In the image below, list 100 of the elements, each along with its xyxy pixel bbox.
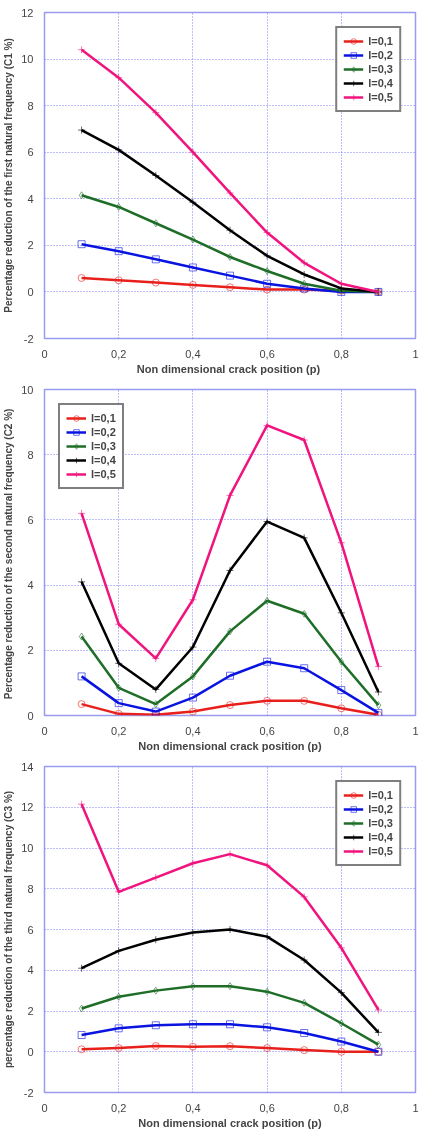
y-tick-label: 4 (27, 964, 34, 977)
legend-label: l=0,3 (368, 62, 393, 76)
y-tick-label: 0 (27, 285, 34, 298)
point (115, 992, 122, 1001)
y-tick-label: 0 (27, 709, 34, 722)
point (301, 998, 308, 1007)
point (227, 253, 233, 261)
point (301, 609, 308, 618)
x-tick-label: 1 (412, 724, 419, 737)
legend-label: l=0,4 (91, 453, 116, 467)
y-axis-title: Percentage reduction of the first natural frequency (C1 %) (3, 38, 15, 313)
x-tick-label: 0,6 (259, 1101, 275, 1114)
legend-label: l=0,5 (91, 467, 116, 481)
point (151, 935, 160, 944)
point (300, 436, 309, 445)
point (300, 892, 309, 901)
x-axis-title: Non dimensional crack position (p) (138, 1116, 323, 1129)
point (337, 988, 346, 997)
point (77, 964, 86, 973)
point (337, 538, 346, 547)
point (151, 171, 160, 180)
y-tick-label: 8 (27, 448, 34, 461)
x-tick-label: 0 (41, 347, 48, 360)
y-tick-label: 12 (21, 801, 34, 814)
point (152, 219, 159, 228)
legend-label: l=0,5 (368, 90, 393, 104)
y-tick-label: 6 (27, 146, 34, 159)
y-tick-label: 2 (27, 1005, 34, 1017)
x-axis-title: Non dimensional crack position (p) (136, 362, 321, 375)
y-tick-label: 4 (27, 579, 34, 592)
legend-label: l=0,2 (368, 802, 393, 816)
point (226, 491, 234, 500)
y-tick-label: 10 (21, 383, 34, 396)
y-tick-label: 10 (21, 53, 34, 66)
legend-label: l=0,4 (368, 830, 393, 844)
y-axis-title: percentage reduction of the third natural frequency (C3 %) (3, 790, 15, 1069)
point (226, 188, 234, 197)
x-tick-label: 0,4 (185, 724, 201, 737)
point (337, 608, 346, 617)
point (114, 699, 123, 708)
x-tick-label: 0,6 (259, 724, 275, 737)
point (77, 45, 86, 54)
point (338, 1019, 345, 1028)
point (374, 662, 383, 671)
y-tick-label: 12 (21, 6, 34, 19)
point (263, 421, 272, 430)
point (114, 887, 123, 896)
x-tick-label: 0 (41, 1101, 48, 1114)
point (77, 126, 86, 135)
y-tick-label: 6 (27, 513, 34, 526)
point (263, 861, 272, 870)
point (188, 643, 197, 652)
point (152, 700, 159, 709)
point (374, 1028, 383, 1037)
point (77, 800, 86, 809)
x-tick-label: 0 (41, 724, 48, 737)
point (375, 701, 382, 710)
point (78, 632, 85, 641)
x-tick-label: 1 (412, 1101, 419, 1114)
point (263, 228, 272, 237)
point (338, 657, 345, 666)
legend-label: l=0,1 (368, 788, 393, 802)
y-tick-label: 10 (21, 842, 34, 854)
point (300, 270, 309, 279)
point (300, 533, 309, 542)
point (188, 595, 197, 604)
point (374, 688, 383, 697)
point (78, 191, 85, 200)
point (114, 620, 123, 629)
point (77, 509, 86, 518)
point (114, 709, 123, 716)
legend-label: l=0,1 (91, 411, 116, 425)
y-tick-label: 0 (27, 1045, 34, 1058)
legend-label: l=0,2 (91, 425, 116, 439)
legend-label: l=0,4 (368, 76, 393, 90)
point (152, 986, 159, 995)
point (337, 1037, 346, 1046)
y-tick-label: 4 (27, 192, 34, 205)
point (114, 946, 123, 955)
y-axis-title: Percentage reduction of the second natural frequency (C2 %) (3, 408, 15, 700)
legend-label: l=0,3 (91, 439, 116, 453)
y-tick-label: -2 (23, 1086, 34, 1099)
x-tick-label: 0,4 (185, 347, 201, 360)
y-tick-label: -2 (23, 332, 34, 345)
legend-label: l=0,2 (368, 48, 393, 62)
legend-label: l=0,3 (368, 816, 393, 830)
point (151, 873, 160, 882)
y-tick-label: 6 (27, 923, 34, 936)
x-tick-label: 1 (412, 347, 419, 360)
y-tick-label: 8 (27, 99, 34, 112)
point (337, 943, 346, 952)
line-series (78, 982, 382, 1049)
y-tick-label: 14 (21, 760, 34, 773)
point (78, 1004, 85, 1013)
x-tick-label: 0,6 (259, 347, 275, 360)
x-tick-label: 0,4 (185, 1101, 201, 1114)
point (226, 226, 234, 235)
point (337, 279, 346, 288)
x-axis-title: Non dimensional crack position (p) (138, 739, 323, 752)
y-tick-label: 8 (27, 882, 34, 895)
